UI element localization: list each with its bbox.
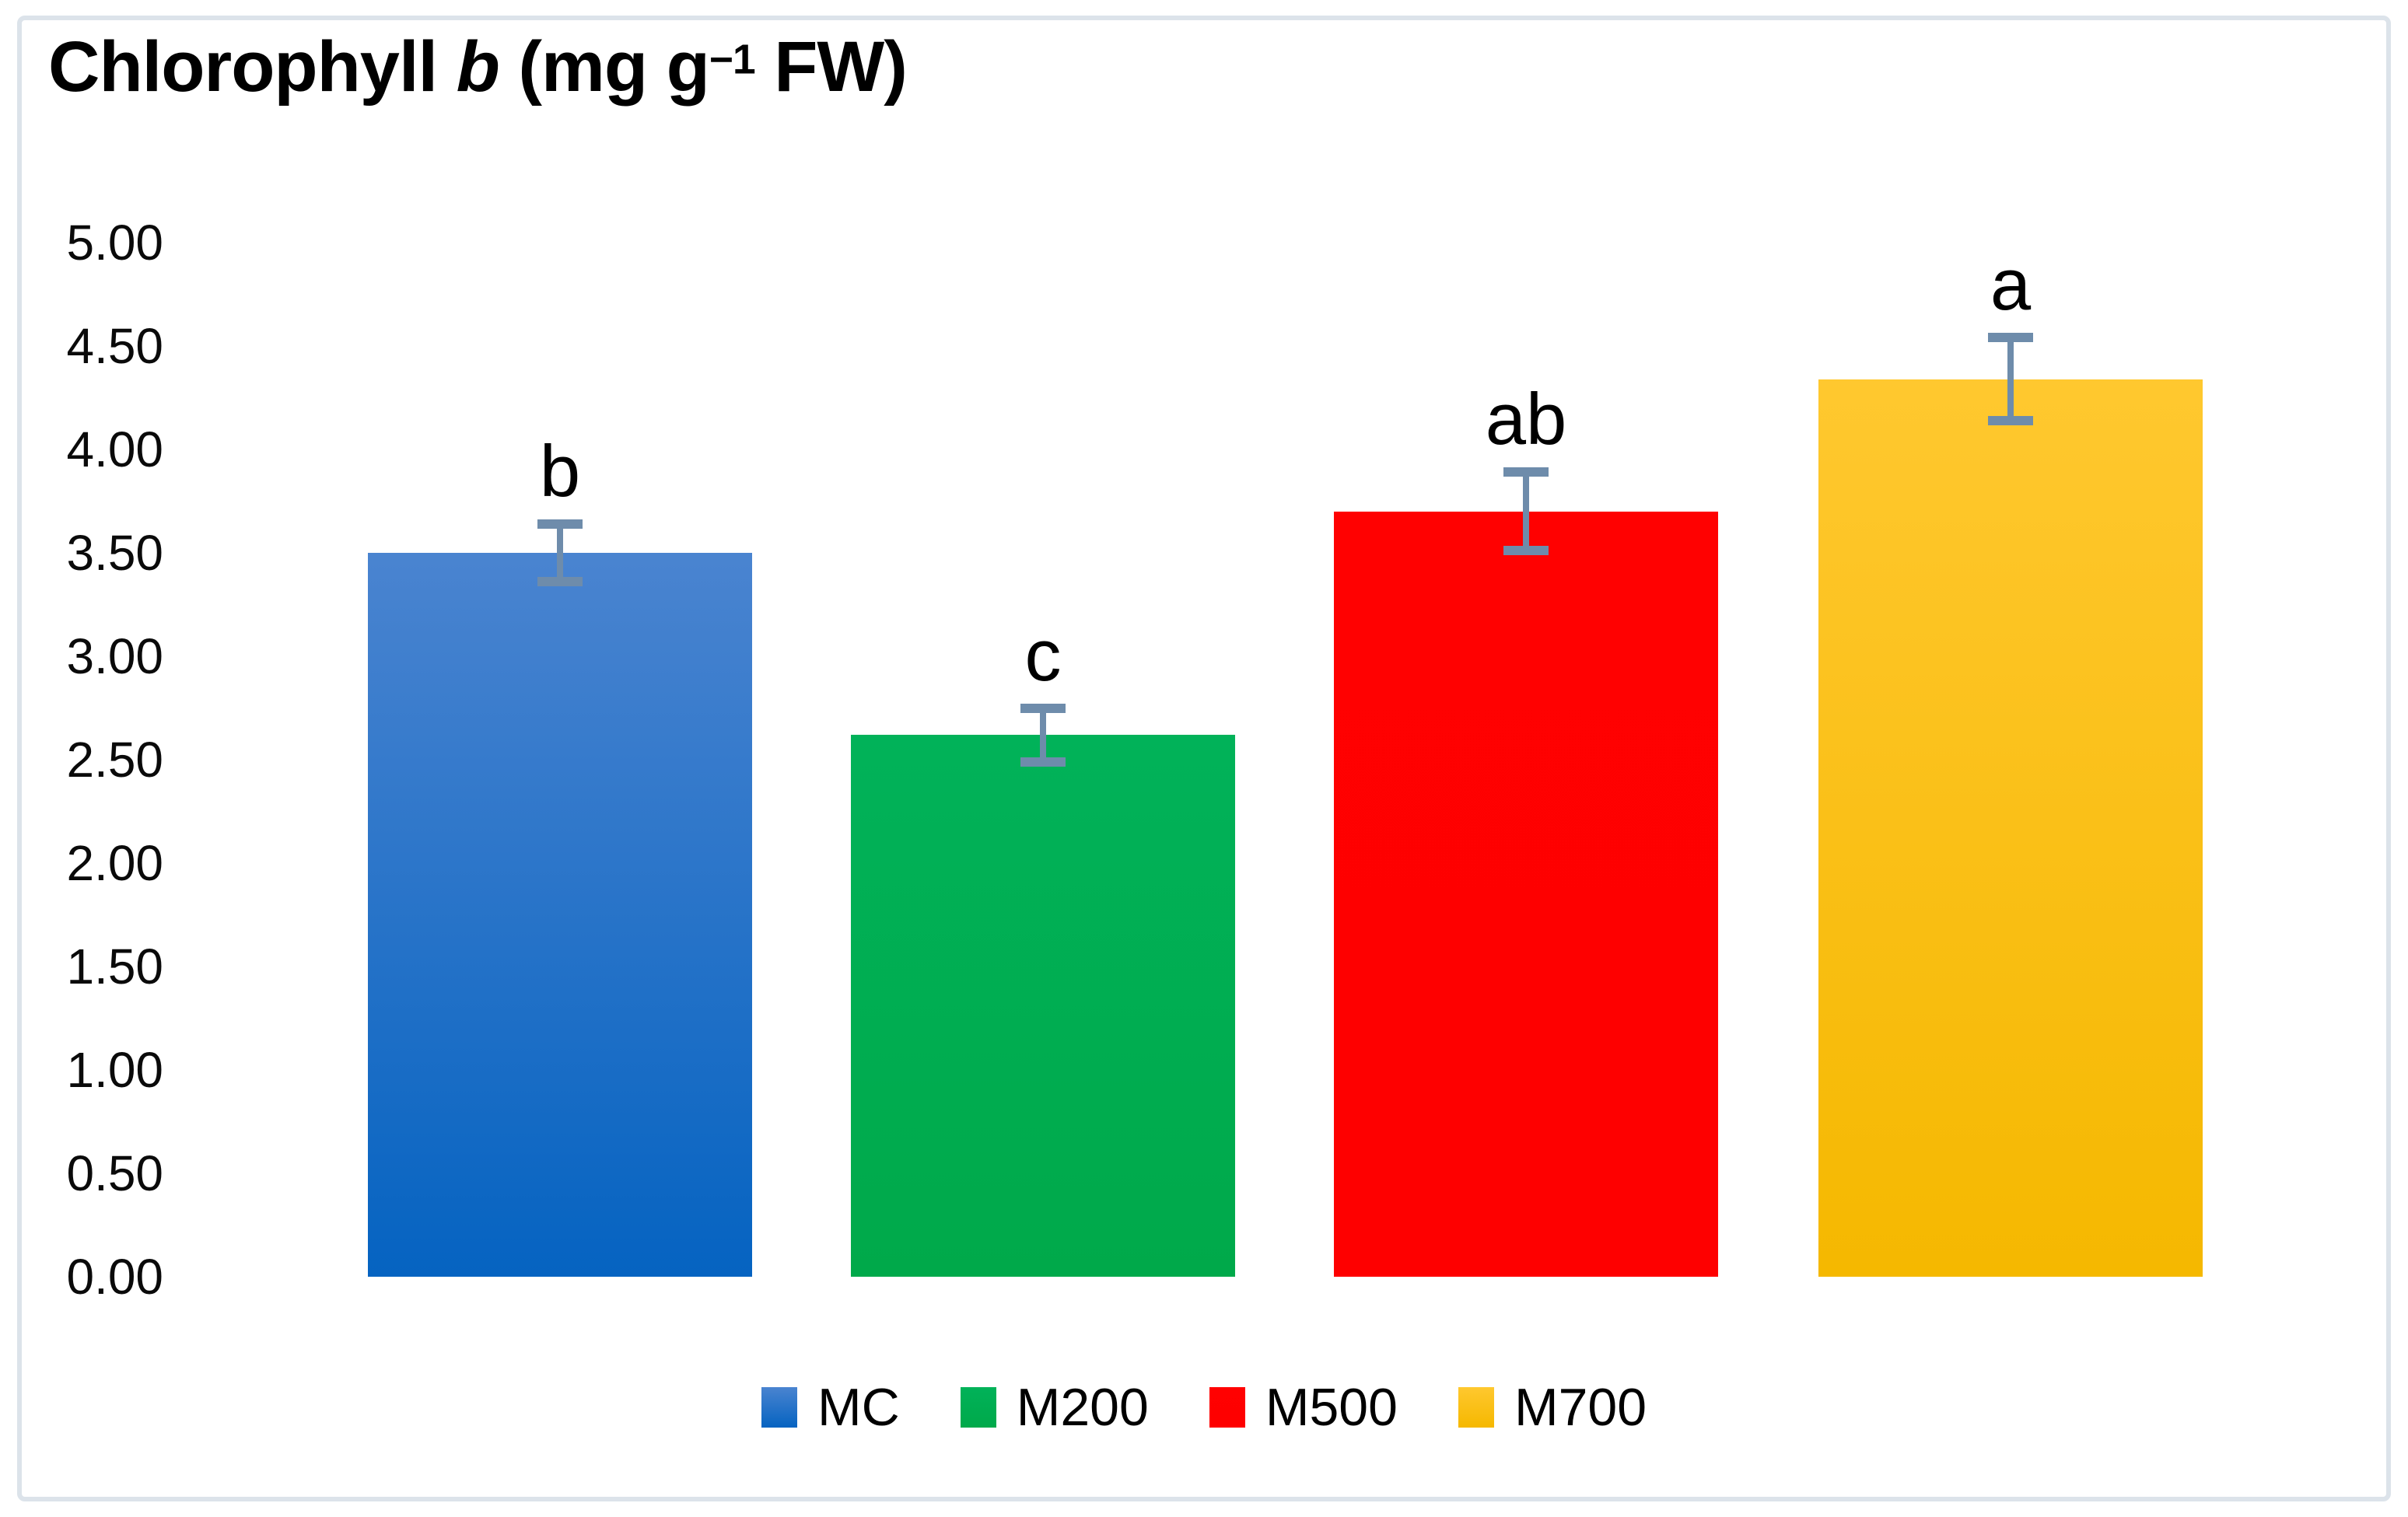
bar-m700 (1818, 379, 2203, 1277)
error-bar-cap (1020, 703, 1066, 713)
y-tick-label: 1.00 (66, 1042, 163, 1098)
y-tick-label: 2.50 (66, 732, 163, 788)
legend-label: MC (817, 1378, 900, 1437)
y-tick-label: 3.00 (66, 628, 163, 684)
title-exponent: −1 (709, 37, 756, 83)
legend-item-m500: M500 (1209, 1381, 1398, 1434)
bar-m200 (851, 735, 1235, 1277)
title-text: Chlorophyll (48, 27, 457, 107)
y-tick-label: 4.50 (66, 318, 163, 374)
y-tick-label: 3.50 (66, 525, 163, 581)
error-bar-cap (537, 519, 583, 529)
legend-label: M200 (1016, 1378, 1149, 1437)
error-bar-cap (1503, 467, 1549, 477)
legend-swatch-m500 (1209, 1387, 1245, 1428)
y-tick-label: 0.50 (66, 1145, 163, 1201)
error-bar-cap (1988, 415, 2033, 425)
bar-mc (368, 553, 752, 1277)
error-bar (2007, 337, 2014, 421)
y-tick-label: 4.00 (66, 421, 163, 477)
significance-letter: c (1024, 613, 1062, 696)
legend-item-m700: M700 (1458, 1381, 1647, 1434)
significance-letter: b (539, 429, 581, 512)
error-bar (1040, 708, 1046, 762)
error-bar (557, 523, 563, 582)
chart-title: Chlorophyll b (mg g−1 FW) (48, 27, 908, 107)
significance-letter: a (1990, 243, 2032, 326)
title-unit-open: (mg g (499, 27, 709, 107)
y-tick-label: 0.00 (66, 1249, 163, 1305)
y-tick-label: 2.00 (66, 835, 163, 891)
legend-swatch-m700 (1458, 1387, 1494, 1428)
significance-letter: ab (1485, 378, 1567, 460)
bar-m500 (1334, 511, 1718, 1277)
y-tick-label: 1.50 (66, 939, 163, 994)
error-bar (1523, 472, 1529, 551)
legend-swatch-m200 (960, 1387, 996, 1428)
y-tick-label: 5.00 (66, 215, 163, 271)
error-bar-cap (1988, 333, 2033, 343)
error-bar-cap (537, 577, 583, 587)
title-unit-close: FW) (754, 27, 908, 107)
legend-swatch-mc (761, 1387, 797, 1428)
legend: MC M200 M500 M700 (0, 1362, 2408, 1452)
legend-item-mc: MC (761, 1381, 900, 1434)
legend-label: M700 (1514, 1378, 1647, 1437)
error-bar-cap (1503, 546, 1549, 556)
title-species-italic: b (456, 27, 500, 107)
legend-item-m200: M200 (960, 1378, 1149, 1437)
error-bar-cap (1020, 757, 1066, 767)
legend-label: M500 (1265, 1378, 1398, 1437)
